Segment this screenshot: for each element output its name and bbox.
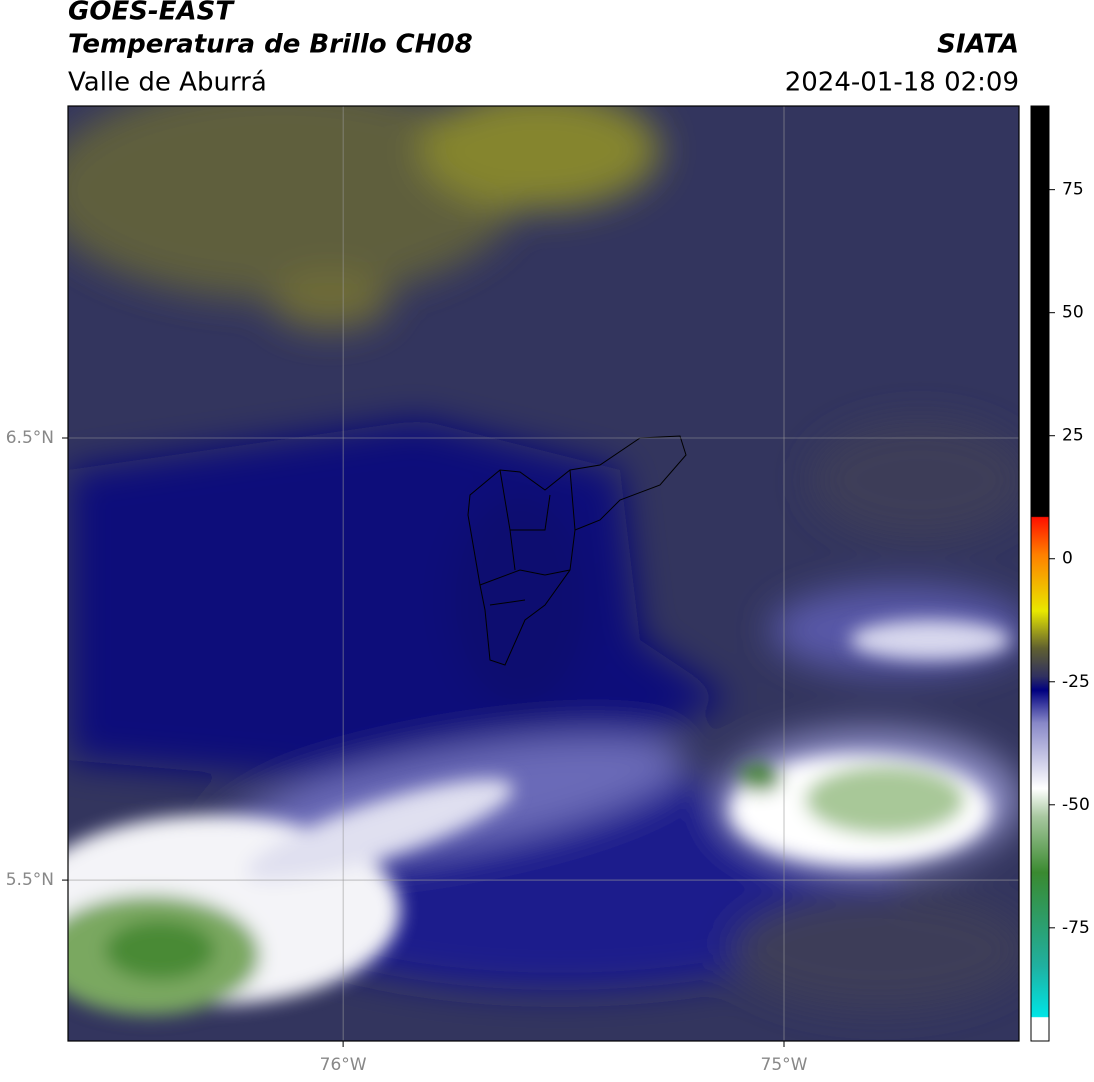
lon-tick-label: 76°W: [320, 1055, 367, 1075]
colorbar: [1030, 105, 1050, 1042]
colorbar-tick-label: -25: [1062, 672, 1090, 692]
map-frame: [67, 105, 1020, 1042]
colorbar-tick-label: 0: [1062, 549, 1073, 569]
subtitle: Temperatura de Brillo CH08: [68, 30, 473, 60]
title: GOES-EAST: [68, 0, 235, 27]
cold-cloud-tops: [68, 620, 1010, 1015]
region: Valle de Aburrá: [68, 68, 267, 98]
lon-tick-label: 75°W: [761, 1055, 808, 1075]
graticule: [62, 106, 1019, 1047]
datetime: 2024-01-18 02:09: [785, 68, 1019, 98]
municipal-boundaries: [467, 435, 687, 666]
lat-tick-label: 6.5°N: [6, 428, 54, 448]
colorbar-tick-label: 50: [1062, 303, 1084, 323]
colorbar-tick-label: -75: [1062, 918, 1090, 938]
satellite-image: [68, 106, 1019, 1041]
source: SIATA: [937, 30, 1019, 60]
colorbar-tick-label: 25: [1062, 426, 1084, 446]
lat-tick-label: 5.5°N: [6, 870, 54, 890]
colorbar-tick-label: 75: [1062, 180, 1084, 200]
colorbar-tick-label: -50: [1062, 795, 1090, 815]
